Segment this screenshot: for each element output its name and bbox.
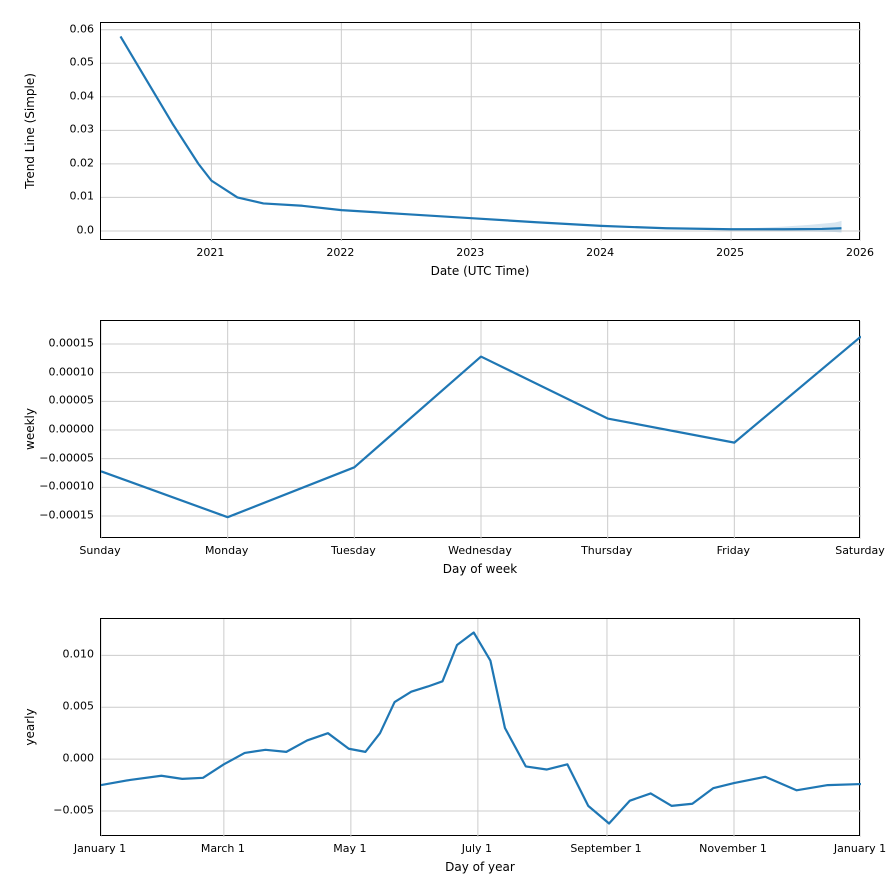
weekly-ytick-label: −0.00010 [39,480,94,493]
yearly-ytick-label: 0.010 [63,648,95,661]
trend-line [120,36,841,229]
yearly-ytick-label: 0.005 [63,700,95,713]
weekly-xtick-label: Wednesday [448,544,512,557]
weekly-xtick-label: Sunday [79,544,120,557]
yearly-plot [101,619,861,837]
trend-plot [101,23,861,241]
trend-xlabel: Date (UTC Time) [431,264,530,278]
weekly-xtick-label: Saturday [835,544,885,557]
trend-xtick-label: 2025 [716,246,744,259]
weekly-ytick-label: 0.00000 [49,423,95,436]
yearly-ylabel: yearly [23,708,37,745]
weekly-ytick-label: 0.00015 [49,336,95,349]
weekly-xtick-label: Monday [205,544,248,557]
yearly-xlabel: Day of year [445,860,515,874]
trend-ytick-label: 0.01 [70,190,95,203]
yearly-xtick-label: November 1 [699,842,767,855]
trend-ytick-label: 0.03 [70,123,95,136]
weekly-panel [100,320,860,538]
trend-xtick-label: 2023 [456,246,484,259]
yearly-xtick-label: September 1 [570,842,641,855]
weekly-ytick-label: −0.00015 [39,509,94,522]
weekly-xtick-label: Tuesday [331,544,376,557]
yearly-xtick-label: May 1 [333,842,366,855]
weekly-xlabel: Day of week [443,562,517,576]
trend-ytick-label: 0.0 [77,223,95,236]
weekly-xtick-label: Thursday [581,544,632,557]
trend-ytick-label: 0.05 [70,56,95,69]
yearly-ytick-label: −0.005 [53,804,94,817]
weekly-ytick-label: 0.00010 [49,365,95,378]
trend-panel [100,22,860,240]
yearly-xtick-label: July 1 [462,842,492,855]
trend-xtick-label: 2024 [586,246,614,259]
weekly-plot [101,321,861,539]
yearly-line [101,632,861,823]
yearly-panel [100,618,860,836]
weekly-ytick-label: 0.00005 [49,394,95,407]
weekly-ylabel: weekly [23,408,37,450]
trend-ylabel: Trend Line (Simple) [23,73,37,189]
yearly-xtick-label: January 1 [834,842,886,855]
yearly-ytick-label: 0.000 [63,752,95,765]
weekly-xtick-label: Friday [717,544,750,557]
trend-xtick-label: 2026 [846,246,874,259]
yearly-xtick-label: January 1 [74,842,126,855]
trend-xtick-label: 2021 [196,246,224,259]
yearly-xtick-label: March 1 [201,842,245,855]
trend-ytick-label: 0.04 [70,89,95,102]
trend-ytick-label: 0.02 [70,156,95,169]
figure: 2021 2022 2023 2024 2025 2026 0.0 0.01 0.02 0.03 0… [0,0,889,889]
trend-ytick-label: 0.06 [70,22,95,35]
weekly-ytick-label: −0.00005 [39,451,94,464]
trend-xtick-label: 2022 [326,246,354,259]
